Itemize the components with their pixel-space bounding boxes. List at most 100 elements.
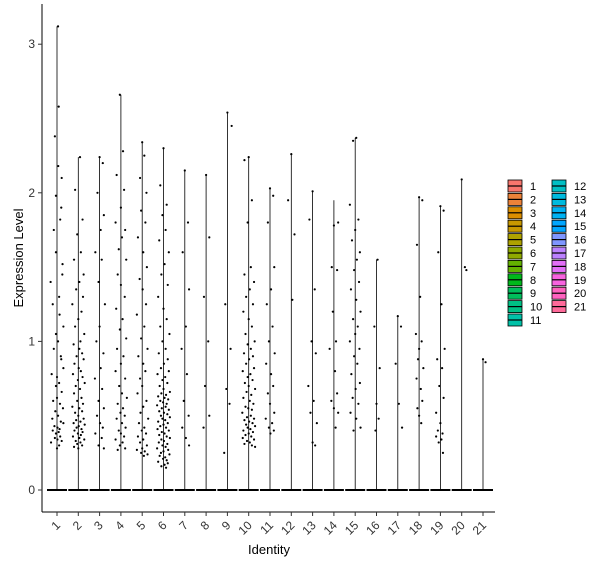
data-point xyxy=(205,173,208,177)
data-point xyxy=(161,213,164,217)
data-point xyxy=(269,432,272,435)
data-point xyxy=(162,411,166,414)
data-point xyxy=(161,340,164,343)
data-point xyxy=(147,417,150,420)
data-point xyxy=(374,429,377,432)
data-point xyxy=(484,361,487,364)
data-point xyxy=(100,436,103,440)
data-point xyxy=(376,258,379,261)
data-point xyxy=(72,392,76,395)
data-point xyxy=(421,399,424,402)
data-point xyxy=(96,191,99,194)
legend-label: 4 xyxy=(530,221,536,233)
data-point xyxy=(142,438,145,441)
data-point xyxy=(58,381,61,385)
data-point xyxy=(71,405,74,408)
data-point xyxy=(138,377,142,380)
violin-group-6 xyxy=(153,147,174,491)
data-point xyxy=(62,422,65,425)
legend-label: 14 xyxy=(574,208,586,220)
data-point xyxy=(463,266,466,269)
data-point xyxy=(118,384,121,388)
data-point xyxy=(167,448,170,451)
data-point xyxy=(435,411,438,414)
data-point xyxy=(334,340,338,343)
data-point xyxy=(465,268,468,272)
data-point xyxy=(55,396,59,399)
data-point xyxy=(354,387,357,391)
data-point xyxy=(181,251,184,254)
data-point xyxy=(162,423,165,426)
data-point xyxy=(162,362,166,365)
data-point xyxy=(99,228,102,232)
data-point xyxy=(167,429,170,432)
data-point xyxy=(73,362,76,365)
data-point xyxy=(145,266,148,269)
data-point xyxy=(98,422,102,425)
data-point xyxy=(115,417,118,420)
data-point xyxy=(225,387,228,391)
data-point xyxy=(81,430,84,434)
data-point xyxy=(125,258,128,261)
data-point xyxy=(314,352,317,355)
data-point xyxy=(166,442,169,446)
data-point xyxy=(164,347,167,350)
x-tick-label: 2 xyxy=(70,518,85,533)
data-point xyxy=(443,347,446,350)
data-point xyxy=(168,416,171,419)
data-point xyxy=(80,310,83,313)
data-point xyxy=(330,266,333,269)
data-point xyxy=(315,422,318,425)
data-point xyxy=(267,426,271,429)
data-point xyxy=(142,251,145,254)
data-point xyxy=(207,340,210,343)
data-point xyxy=(265,362,268,365)
data-point xyxy=(114,221,117,224)
data-point xyxy=(168,453,171,456)
legend-label: 11 xyxy=(530,315,541,327)
data-point xyxy=(158,239,161,242)
data-point xyxy=(72,343,75,346)
data-point xyxy=(352,429,355,432)
data-point xyxy=(184,325,187,328)
data-point xyxy=(158,384,161,388)
data-point xyxy=(351,396,354,399)
data-point xyxy=(78,387,82,391)
violin-group-1 xyxy=(47,25,67,491)
data-point xyxy=(159,451,163,454)
data-point xyxy=(437,441,440,444)
data-point xyxy=(439,205,442,208)
data-point xyxy=(243,159,246,162)
data-point xyxy=(120,236,124,239)
data-point xyxy=(250,199,253,202)
violin-group-11 xyxy=(260,187,280,491)
data-point xyxy=(336,268,339,272)
legend-label: 12 xyxy=(574,181,586,193)
data-point xyxy=(253,387,257,391)
data-point xyxy=(54,332,58,336)
data-point xyxy=(52,228,55,232)
data-point xyxy=(49,280,52,284)
data-point xyxy=(208,236,211,239)
legend-label: 16 xyxy=(574,235,586,247)
data-point xyxy=(142,362,145,365)
data-point xyxy=(143,154,146,157)
data-point xyxy=(124,377,127,380)
data-point xyxy=(161,444,164,447)
data-point xyxy=(168,390,171,394)
data-point xyxy=(61,263,64,266)
data-point xyxy=(57,430,60,434)
data-point xyxy=(267,340,271,343)
data-point xyxy=(290,153,293,156)
data-point xyxy=(159,325,162,328)
violin-group-20 xyxy=(451,178,472,491)
data-point xyxy=(248,288,251,291)
data-point xyxy=(60,176,63,180)
data-point xyxy=(247,407,250,410)
data-point xyxy=(102,352,105,355)
data-point xyxy=(266,392,269,395)
data-point xyxy=(442,209,445,212)
data-point xyxy=(123,295,126,298)
data-point xyxy=(137,355,140,358)
